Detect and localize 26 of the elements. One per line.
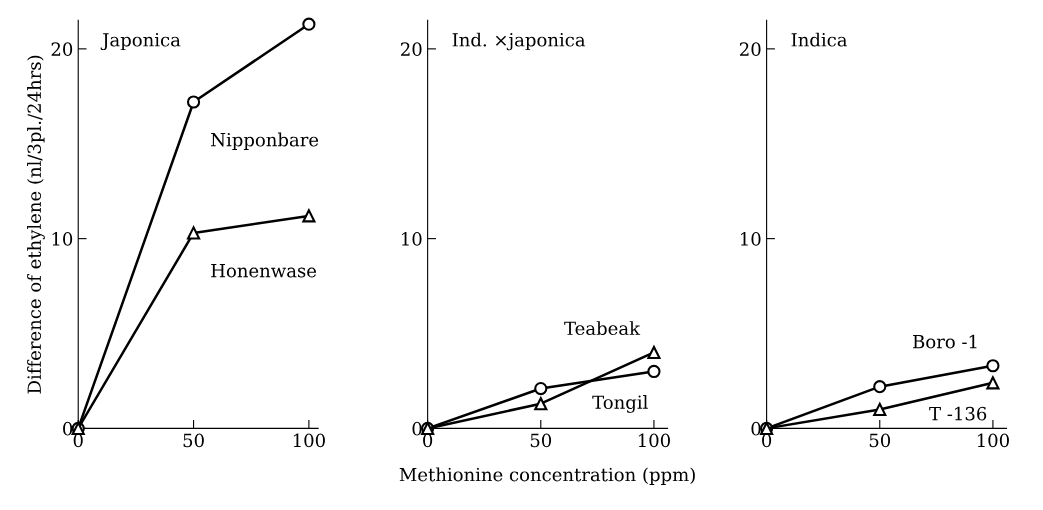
series-label: T -136 <box>929 406 987 421</box>
series-label: Boro -1 <box>913 334 977 349</box>
x-tick-label: 100 <box>293 433 325 448</box>
text: Ind. ×japonica <box>452 32 586 51</box>
y-tick-label: 20 <box>51 42 73 56</box>
x-tick-label: 50 <box>869 433 891 448</box>
series-label: Tongil <box>592 395 648 413</box>
text: Japonica <box>100 33 181 51</box>
y-axis-title: Difference of ethylene (nl/3pl./24hrs) <box>27 55 45 394</box>
y-tick-label: 10 <box>740 232 761 246</box>
y-tick-label: 20 <box>401 42 422 56</box>
series-label: Honenwase <box>211 264 317 278</box>
y-tick-label: 20 <box>739 42 761 56</box>
y-tick-label: 0 <box>63 421 73 436</box>
x-tick-label: 50 <box>183 433 204 448</box>
x-tick-label: 100 <box>977 433 1009 448</box>
y-tick-label: 10 <box>402 232 422 246</box>
y-tick-label: 0 <box>412 421 422 436</box>
y-tick-label: 0 <box>751 421 761 436</box>
x-tick-label: 100 <box>638 433 670 448</box>
y-tick-label: 10 <box>52 232 73 246</box>
x-axis-title: Methionine concentration (ppm) <box>399 467 695 485</box>
series-label: Nipponbare <box>211 132 319 151</box>
text: Indica <box>791 32 848 47</box>
series-label: Teabeak <box>564 321 641 336</box>
x-tick-label: 50 <box>530 433 552 448</box>
